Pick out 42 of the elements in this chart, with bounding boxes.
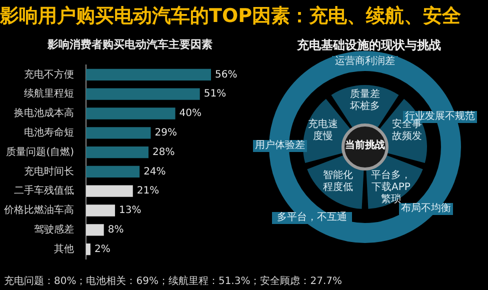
text: 多平台，不互通 [272, 212, 352, 224]
text: 智能化程度低 [322, 170, 354, 194]
y-tick-label: 换电池成本高 [14, 107, 74, 120]
data-label: 2% [94, 244, 110, 255]
data-label: 8% [108, 224, 124, 236]
y-tick-label: 充电时间长 [24, 165, 74, 178]
y-tick-label: 电池寿命短 [24, 126, 74, 138]
y-tick-label: 质量问题(自燃) [6, 146, 74, 158]
text: 充电问题：80%；电池相关：69%；续航里程：51.3%；安全顾虑：27.7% [4, 274, 342, 288]
text: 质量差坏桩多 [349, 89, 381, 113]
bar [86, 88, 200, 100]
text: 当前挑战 [344, 140, 386, 152]
text: 充电基础设施的现状与挑战 [296, 37, 442, 54]
bar [86, 243, 90, 256]
chart-subtitle: 影响消费者购买电动汽车主要因素 [46, 37, 214, 52]
bar [86, 185, 133, 197]
bar [86, 127, 151, 139]
bar [86, 224, 104, 236]
y-tick-label: 续航里程短 [24, 88, 74, 100]
bar [86, 146, 148, 158]
text: 充电速度慢 [307, 119, 339, 143]
data-label: 24% [144, 166, 166, 178]
data-label: 56% [215, 69, 238, 80]
bar [86, 204, 116, 216]
data-label: 13% [119, 205, 142, 216]
chart-title: 影响用户购买电动汽车的TOP因素：充电、续航、安全 [0, 4, 462, 29]
data-label: 40% [179, 108, 202, 120]
text: 布局不均衡 [399, 203, 453, 215]
text: 用户体验差 [253, 140, 307, 152]
y-tick-label: 充电不方便 [24, 68, 74, 80]
y-tick-label: 二手车残值低 [14, 184, 74, 197]
data-label: 29% [154, 127, 177, 138]
bar [86, 166, 140, 178]
y-tick-label: 驾驶感差 [34, 223, 74, 236]
bar [86, 68, 211, 81]
data-label: 28% [152, 146, 175, 158]
data-label: 51% [204, 88, 226, 100]
y-tick-label: 价格比燃油车高 [3, 204, 74, 216]
y-tick-label: 其他 [54, 242, 74, 255]
bar [86, 108, 176, 120]
data-label: 21% [136, 186, 160, 197]
text: 运营商利润差 [332, 56, 398, 68]
